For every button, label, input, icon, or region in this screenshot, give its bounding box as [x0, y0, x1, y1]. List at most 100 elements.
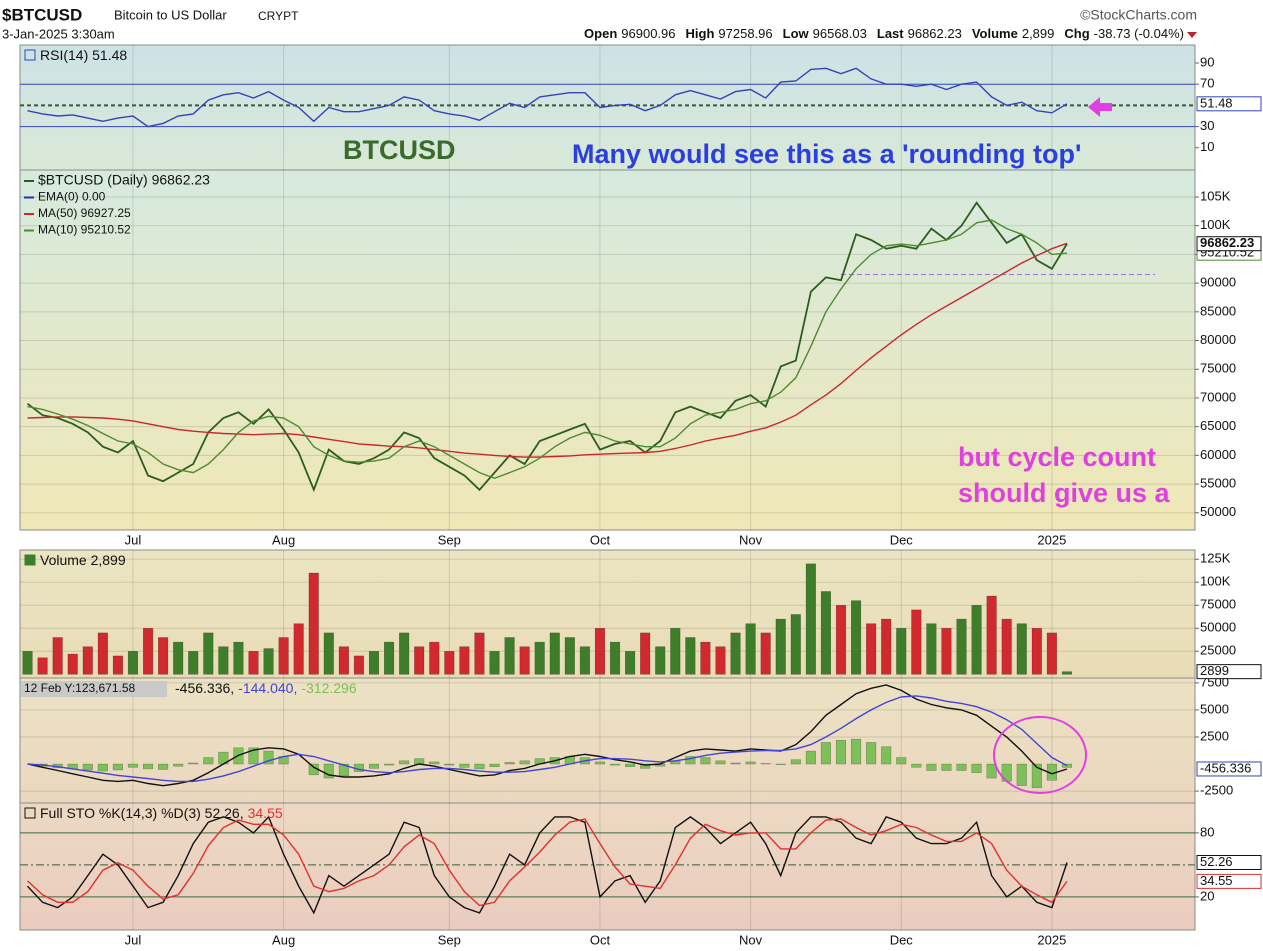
annotation: but cycle count — [958, 442, 1156, 472]
bar — [474, 632, 485, 675]
bar — [534, 641, 545, 675]
bar — [926, 623, 937, 675]
bar — [896, 757, 907, 765]
bar — [37, 657, 48, 675]
y-tick-label: 60000 — [1200, 447, 1236, 462]
bar — [775, 763, 786, 765]
bar — [474, 763, 485, 770]
bar — [203, 757, 214, 765]
y-tick-label: 55000 — [1200, 476, 1236, 491]
bar — [670, 628, 681, 675]
bar — [248, 651, 259, 675]
y-tick-label: 100K — [1200, 574, 1231, 589]
legend-entry: Volume 2,899 — [40, 552, 126, 568]
y-tick-label: 50000 — [1200, 504, 1236, 519]
legend-entry: MA(50) 96927.25 — [38, 206, 131, 220]
x-tick-label: Nov — [739, 532, 763, 547]
bar — [941, 628, 952, 675]
bar — [127, 651, 139, 675]
value-tag-label: 2899 — [1200, 663, 1229, 678]
y-tick-label: 75000 — [1200, 597, 1236, 612]
bar — [158, 637, 169, 675]
y-tick-label: 25000 — [1200, 643, 1236, 658]
bar — [1046, 632, 1057, 675]
value-tag-label: 96862.23 — [1200, 235, 1254, 250]
bar — [188, 651, 199, 675]
bar — [625, 763, 636, 767]
bar — [459, 646, 470, 675]
bar — [248, 747, 259, 765]
bar — [519, 646, 530, 675]
bar — [459, 763, 470, 768]
bar — [625, 651, 636, 675]
bar — [640, 632, 651, 675]
bar — [730, 762, 741, 765]
bar — [835, 739, 847, 765]
series-line — [27, 219, 1068, 480]
bar — [1031, 628, 1042, 675]
arrow — [1088, 97, 1112, 117]
bar — [384, 763, 395, 766]
y-tick-label: 10 — [1200, 139, 1214, 154]
bar — [730, 632, 741, 675]
legend: -456.336, -144.040, -312.296 — [175, 680, 357, 696]
quote-value: -38.73 (-0.04%) — [1094, 26, 1184, 41]
panel-background — [19, 549, 1196, 679]
series-line — [27, 818, 1068, 907]
bar — [82, 646, 93, 675]
x-tick-label: Jul — [125, 932, 142, 947]
bar — [790, 759, 801, 765]
x-tick-label: Jul — [125, 532, 142, 547]
x-tick-label: Sep — [438, 532, 461, 547]
annotation: should give us a — [958, 478, 1171, 508]
bar — [22, 651, 33, 675]
x-tick-label: Aug — [272, 532, 295, 547]
legend-swatch — [24, 807, 36, 819]
bar — [1031, 763, 1042, 789]
series-line — [26, 815, 1068, 915]
bar — [971, 605, 982, 675]
quote-value: 2,899 — [1022, 26, 1055, 41]
bar — [911, 609, 922, 675]
bar — [911, 763, 922, 768]
quote-line: Open 96900.96 High 97258.96 Low 96568.03 Last 9… — [584, 26, 1184, 41]
bar — [775, 618, 786, 675]
bar — [52, 637, 63, 675]
bar — [594, 761, 606, 765]
panel-background — [19, 44, 1196, 171]
bar — [579, 646, 590, 675]
y-tick-label: 90000 — [1200, 275, 1236, 290]
bar — [866, 742, 877, 765]
legend-entry: $BTCUSD (Daily) 96862.23 — [38, 172, 210, 188]
bar — [414, 646, 425, 675]
legend-entry: Full STO %K(14,3) %D(3) 52.26, — [40, 805, 244, 821]
series-line — [27, 242, 1068, 458]
security-name: Bitcoin to US Dollar — [114, 7, 227, 22]
quote-value: 97258.96 — [718, 26, 772, 41]
legend: RSI(14) 51.48 — [40, 47, 127, 63]
bar — [835, 605, 847, 675]
bar — [444, 763, 455, 766]
bar — [805, 563, 816, 675]
quote-value: 96900.96 — [621, 26, 675, 41]
bar — [866, 623, 877, 675]
value-tag — [1196, 761, 1262, 777]
quote-label: Chg — [1064, 26, 1089, 41]
bar — [429, 761, 440, 765]
x-tick-label: Dec — [890, 532, 914, 547]
bar — [188, 762, 199, 765]
panel-background — [19, 802, 1196, 931]
bar — [609, 641, 621, 675]
bar — [504, 637, 515, 675]
x-tick-label: 2025 — [1037, 932, 1066, 947]
bar — [489, 651, 500, 675]
bar — [956, 763, 967, 771]
bar — [142, 628, 154, 675]
y-tick-label: 50000 — [1200, 620, 1236, 635]
bar — [655, 646, 666, 675]
change-arrow — [1187, 32, 1197, 38]
bar — [986, 595, 997, 675]
bar — [504, 762, 515, 765]
series-line — [27, 695, 1068, 783]
bar — [384, 641, 395, 675]
